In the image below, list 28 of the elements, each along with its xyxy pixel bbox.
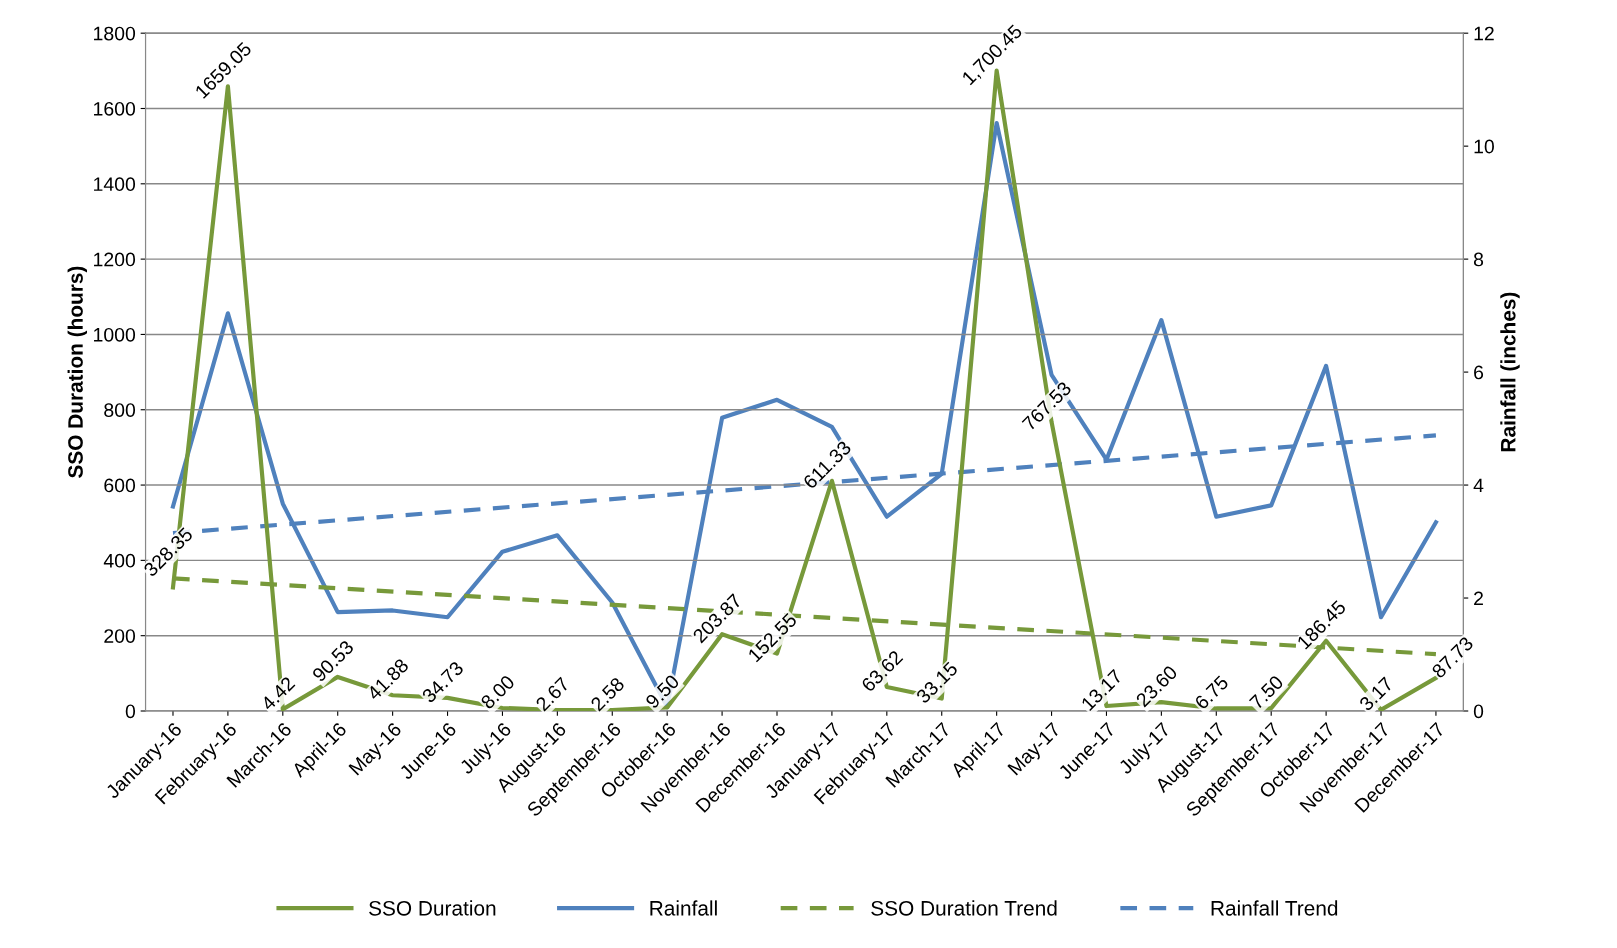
y2-tick-label: 10 xyxy=(1474,139,1494,154)
y-axis-title: SSO Duration (hours) xyxy=(67,266,87,478)
legend-label: Rainfall xyxy=(650,900,717,916)
legend-label: SSO Duration Trend xyxy=(871,900,1057,916)
y-tick-label: 1000 xyxy=(94,327,136,342)
y-tick-label: 800 xyxy=(104,403,136,417)
y2-tick-label: 4 xyxy=(1473,478,1484,493)
y2-tick-label: 8 xyxy=(1473,252,1484,267)
legend-label: SSO Duration xyxy=(369,900,496,916)
y2-tick-label: 12 xyxy=(1474,26,1494,41)
y2-tick-label: 2 xyxy=(1474,591,1483,606)
data-label: 8.00 xyxy=(479,674,516,710)
y2-axis-title: Rainfall (inches) xyxy=(1500,292,1520,452)
y-tick-label: 1800 xyxy=(94,26,136,41)
y2-tick-label: 0 xyxy=(1473,704,1484,719)
data-label: 7.50 xyxy=(1248,674,1285,710)
legend-label: Rainfall Trend xyxy=(1211,900,1338,916)
y-tick-label: 1600 xyxy=(94,101,136,116)
y-tick-label: 1400 xyxy=(94,177,136,192)
y-tick-label: 0 xyxy=(125,704,136,719)
data-label: 9.50 xyxy=(644,673,681,710)
data-label: 4.42 xyxy=(260,675,296,712)
y2-tick-label: 6 xyxy=(1474,365,1484,380)
y-tick-label: 600 xyxy=(104,478,136,493)
data-label: 6.75 xyxy=(1193,674,1230,711)
y-tick-label: 200 xyxy=(104,629,136,643)
y-tick-label: 400 xyxy=(103,553,136,568)
y-tick-label: 1200 xyxy=(94,252,136,267)
